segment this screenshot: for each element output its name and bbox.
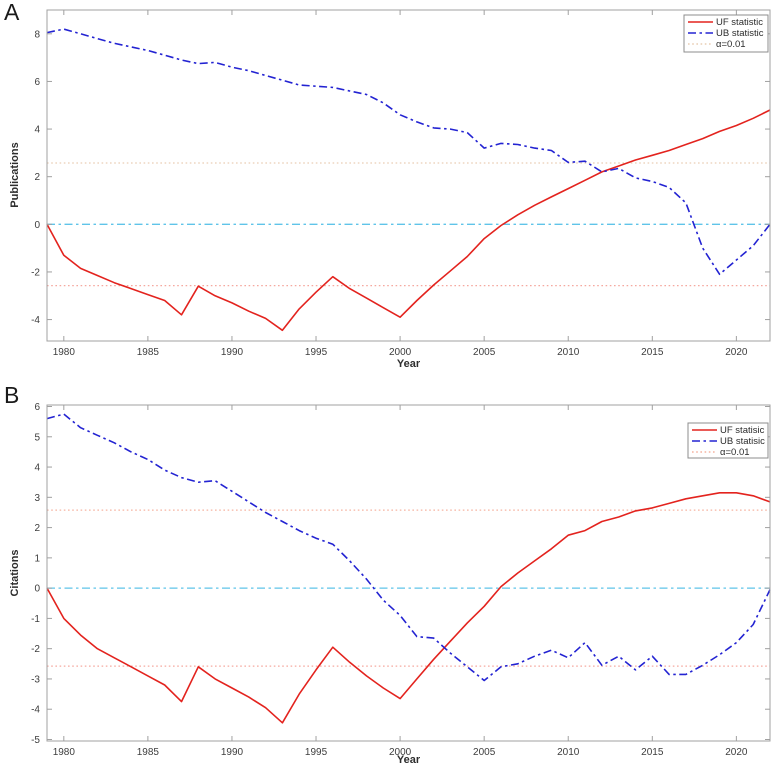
panel-b-xlabel: Year	[396, 754, 421, 766]
y-tick-label: -2	[31, 267, 40, 278]
y-tick-label: -5	[31, 735, 40, 746]
x-tick-label: 1980	[53, 747, 76, 758]
panel-b-label: B	[4, 382, 20, 408]
x-tick-label: 1980	[53, 347, 76, 358]
legend-entry-label: UF statistic	[716, 17, 763, 28]
x-tick-label: 2015	[641, 747, 664, 758]
x-tick-label: 2000	[389, 347, 412, 358]
panel-a-chart: 1980 1985 1990 1995 2000 2005 2010 2015 2020 -4 -2…	[31, 9, 771, 358]
y-tick-label: 8	[34, 29, 40, 40]
y-tick-label: 5	[34, 432, 40, 443]
y-tick-label: -2	[31, 644, 40, 655]
panel-b-chart: 1980 1985 1990 1995 2000 2005 2010 2015 2020-5-4…	[31, 402, 771, 758]
series-line-uf	[46, 109, 771, 332]
y-tick-label: -3	[31, 674, 40, 685]
x-tick-label: 2020	[725, 347, 748, 358]
y-tick-label: 0	[34, 220, 40, 231]
x-tick-label: 1990	[221, 347, 244, 358]
legend-entry-label: α=0.01	[716, 39, 746, 50]
x-tick-label: 2000	[389, 747, 412, 758]
series-line-uf	[46, 492, 771, 724]
panel-a-xlabel: Year	[396, 358, 421, 370]
x-tick-label: 1985	[137, 347, 160, 358]
series-line-ub	[46, 28, 771, 276]
legend-entry-label: α=0.01	[720, 447, 750, 458]
series-line-ub	[46, 413, 771, 682]
x-tick-label: 2010	[557, 347, 580, 358]
y-tick-label: 3	[34, 493, 40, 504]
x-tick-label: 1995	[305, 747, 328, 758]
y-tick-label: -4	[31, 705, 40, 716]
y-tick-label: 6	[34, 77, 40, 88]
y-tick-label: 1	[34, 553, 40, 564]
y-tick-label: 4	[34, 125, 40, 136]
legend-entry-label: UF statisic	[720, 425, 765, 436]
x-tick-label: 1990	[221, 747, 244, 758]
y-tick-label: -4	[31, 315, 40, 326]
y-tick-label: 4	[34, 463, 40, 474]
plot-frame	[46, 404, 771, 742]
y-tick-label: -1	[31, 614, 40, 625]
y-tick-label: 2	[34, 172, 40, 183]
plot-frame	[46, 9, 771, 342]
y-tick-label: 6	[34, 402, 40, 413]
x-tick-label: 2005	[473, 347, 496, 358]
x-tick-label: 2020	[725, 747, 748, 758]
x-tick-label: 2015	[641, 347, 664, 358]
x-tick-label: 1995	[305, 347, 328, 358]
y-tick-label: 2	[34, 523, 40, 534]
y-tick-label: 0	[34, 584, 40, 595]
legend-entry-label: UB statisic	[720, 436, 765, 447]
panel-a-label: A	[4, 0, 20, 25]
legend-box	[683, 14, 769, 53]
x-tick-label: 2010	[557, 747, 580, 758]
x-tick-label: 1985	[137, 747, 160, 758]
x-tick-label: 2005	[473, 747, 496, 758]
legend-entry-label: UB statistic	[716, 28, 764, 39]
